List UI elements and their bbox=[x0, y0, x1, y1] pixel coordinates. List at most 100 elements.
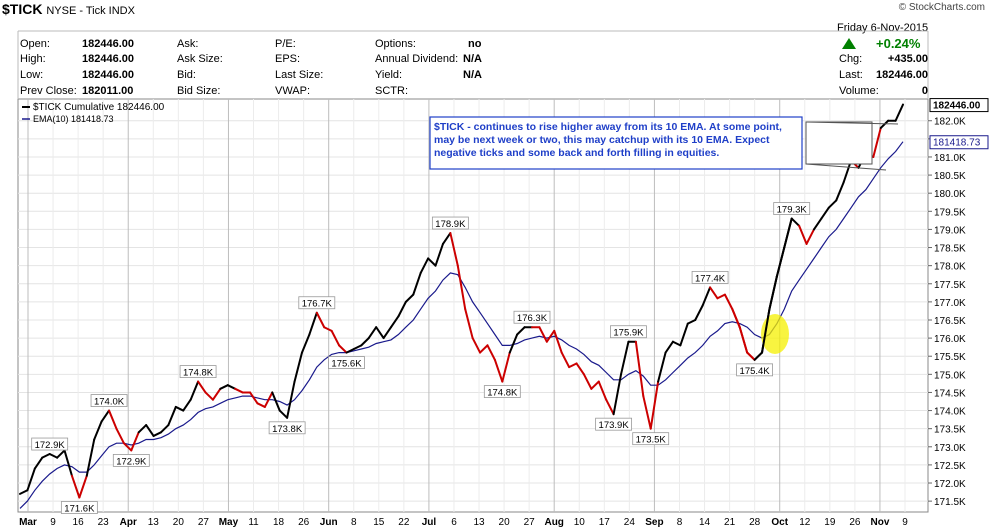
price-segment bbox=[582, 373, 593, 390]
price-segment bbox=[412, 271, 422, 296]
callout-label: 171.6K bbox=[64, 504, 95, 515]
price-segment bbox=[382, 326, 393, 340]
x-tick-label: 24 bbox=[624, 517, 636, 528]
price-segment bbox=[56, 449, 66, 459]
price-segment bbox=[308, 311, 318, 336]
price-segment bbox=[620, 340, 630, 376]
x-tick-label: 16 bbox=[73, 517, 85, 528]
price-segment bbox=[293, 351, 303, 383]
price-segment bbox=[493, 358, 504, 383]
field-value: N/A bbox=[463, 53, 482, 65]
callout-label: 172.9K bbox=[116, 456, 147, 467]
y-tick-label: 180.0K bbox=[934, 189, 966, 200]
price-segment bbox=[315, 311, 326, 329]
price-segment bbox=[404, 293, 415, 303]
callout-label: 174.0K bbox=[94, 397, 125, 408]
x-tick-label: Oct bbox=[771, 517, 788, 528]
field-value: 182446.00 bbox=[82, 69, 134, 81]
annotation-text: negative ticks and some back and forth f… bbox=[434, 147, 719, 159]
y-tick-label: 178.0K bbox=[934, 262, 966, 273]
field-label: Last Size: bbox=[275, 69, 324, 81]
x-tick-label: 17 bbox=[599, 517, 611, 528]
x-tick-label: 11 bbox=[248, 517, 259, 528]
gap-bracket-line bbox=[805, 121, 899, 125]
y-tick-label: 175.0K bbox=[934, 370, 966, 381]
x-tick-label: Mar bbox=[19, 517, 37, 528]
price-segment bbox=[70, 474, 81, 499]
price-segment bbox=[894, 103, 904, 122]
price-segment bbox=[768, 275, 778, 311]
x-tick-label: 26 bbox=[849, 517, 861, 528]
x-tick-label: 8 bbox=[677, 517, 683, 528]
y-tick-label: 181.0K bbox=[934, 153, 966, 164]
x-tick-label: 9 bbox=[902, 517, 908, 528]
field-label: Last: bbox=[839, 69, 863, 81]
price-segment bbox=[256, 402, 266, 408]
price-segment bbox=[419, 257, 430, 274]
price-segment bbox=[746, 351, 756, 361]
field-value: no bbox=[468, 38, 482, 50]
callout-box bbox=[736, 363, 773, 377]
price-segment bbox=[182, 398, 192, 412]
y-tick-label: 175.5K bbox=[934, 352, 966, 363]
callout-label: 173.8K bbox=[272, 424, 303, 435]
callout-box bbox=[632, 432, 670, 446]
price-segment bbox=[753, 351, 764, 361]
price-segment bbox=[330, 329, 341, 347]
x-tick-label: 9 bbox=[50, 517, 56, 528]
callout-box bbox=[90, 394, 128, 407]
price-segment bbox=[441, 232, 452, 245]
gap-bracket bbox=[805, 121, 873, 165]
price-segment bbox=[731, 308, 741, 329]
price-segment bbox=[26, 467, 36, 492]
price-segment bbox=[657, 351, 667, 383]
price-segment bbox=[508, 333, 519, 354]
callout-label: 174.8K bbox=[487, 388, 518, 399]
callout-box bbox=[595, 417, 633, 431]
field-label: Bid: bbox=[177, 69, 196, 81]
x-tick-label: 18 bbox=[273, 517, 285, 528]
x-tick-label: 20 bbox=[499, 517, 511, 528]
price-segment bbox=[761, 308, 771, 354]
x-tick-label: 21 bbox=[724, 517, 736, 528]
x-tick-label: 20 bbox=[173, 517, 185, 528]
x-tick-label: 27 bbox=[524, 517, 536, 528]
callout-label: 176.3K bbox=[517, 313, 548, 324]
price-segment bbox=[286, 380, 296, 419]
callout-box bbox=[431, 216, 469, 230]
x-tick-label: 13 bbox=[473, 517, 485, 528]
y-tick-label: 171.5K bbox=[934, 497, 966, 508]
price-segment bbox=[204, 391, 214, 401]
price-segment bbox=[100, 409, 111, 423]
price-segment bbox=[152, 431, 162, 437]
y-tick-label: 176.0K bbox=[934, 334, 966, 345]
price-segment bbox=[345, 347, 355, 354]
annotation-text: may be next week or two, this may catchu… bbox=[434, 134, 770, 146]
price-segment bbox=[686, 318, 697, 325]
price-segment bbox=[41, 453, 51, 459]
price-segment bbox=[805, 228, 815, 245]
price-segment bbox=[723, 293, 734, 311]
field-label: EPS: bbox=[275, 53, 301, 65]
x-tick-label: Apr bbox=[120, 517, 137, 528]
price-segment bbox=[716, 293, 726, 300]
field-label: High: bbox=[20, 53, 46, 65]
field-label: Options: bbox=[375, 38, 416, 50]
exchange-desc: NYSE - Tick INDX bbox=[46, 5, 135, 17]
x-tick-label: 28 bbox=[749, 517, 761, 528]
price-segment bbox=[709, 286, 719, 300]
x-tick-label: Jun bbox=[320, 517, 338, 528]
x-tick-label: Aug bbox=[544, 517, 563, 528]
field-label: Ask: bbox=[177, 38, 199, 50]
price-segment bbox=[738, 326, 749, 354]
price-segment bbox=[234, 387, 244, 394]
price-segment bbox=[545, 329, 556, 343]
price-segment bbox=[189, 380, 200, 401]
price-segment bbox=[516, 326, 526, 336]
y-tick-label: 179.0K bbox=[934, 225, 966, 236]
price-segment bbox=[159, 424, 170, 434]
price-segment bbox=[352, 344, 363, 350]
price-segment bbox=[605, 398, 615, 416]
field-value: N/A bbox=[463, 69, 482, 81]
